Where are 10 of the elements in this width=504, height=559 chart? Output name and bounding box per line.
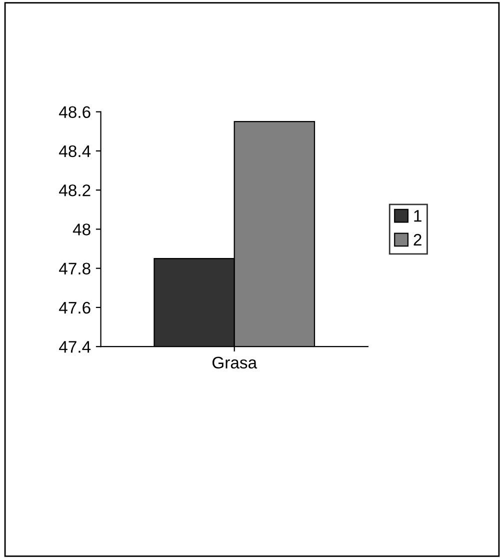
y-tick-label: 47.8 [59,262,90,275]
legend-label: 1 [414,210,422,222]
y-tick-label: 47.6 [59,302,90,314]
legend-label: 2 [414,234,422,246]
y-tick-label: 47.4 [59,341,91,353]
y-tick-label: 48.4 [59,145,91,158]
y-tick-label: 48.2 [59,184,90,196]
x-tick-label: Grasa [212,356,258,369]
y-tick-label: 48 [72,224,90,236]
y-tick-label: 48.6 [59,106,90,118]
